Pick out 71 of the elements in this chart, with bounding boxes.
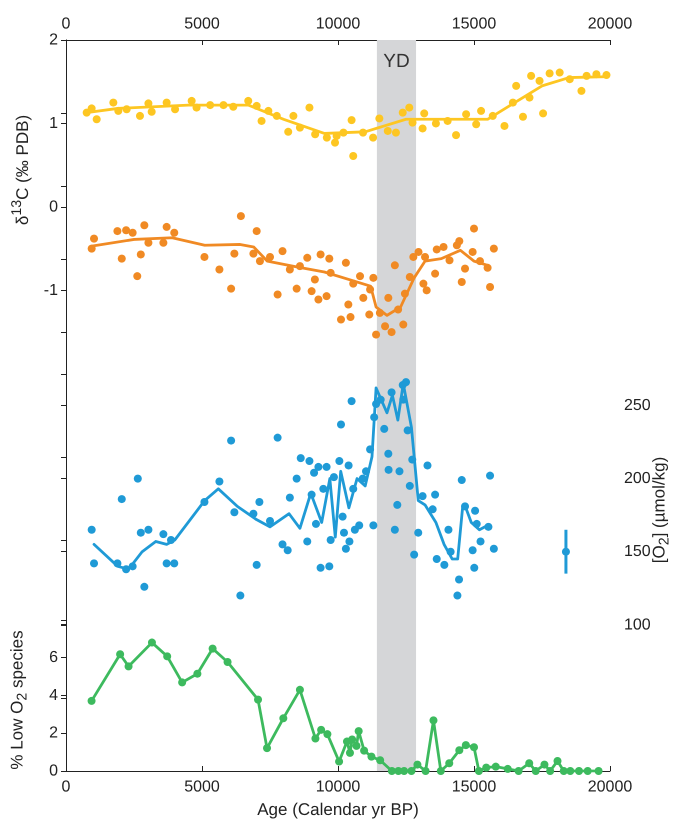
x2-tick-label: 5000 [184,16,220,32]
point [445,759,454,768]
point [532,767,540,775]
point [317,726,326,734]
point [323,730,332,738]
point [462,741,470,750]
band-label: YD [383,51,410,72]
point [296,686,304,694]
x-axis-title: Age (Calendar yr BP) [257,800,419,819]
x2-tick-label: 20000 [588,16,632,32]
y2-tick-label: 150 [624,543,651,560]
point [124,662,133,670]
x2-tick-label: 10000 [316,16,360,32]
x-tick-label: 10000 [316,778,360,796]
y-tick-label: -1 [44,282,58,299]
point [575,767,583,775]
point [436,767,445,775]
y2-tick-label: 250 [624,397,651,414]
point [594,767,603,775]
point [492,762,500,771]
point [367,752,376,761]
point [584,767,592,775]
point [88,696,96,705]
x2-tick-label: 0 [62,16,71,32]
point [546,767,554,775]
y-tick-label: 1 [49,114,58,132]
point [279,714,288,722]
point [525,759,534,768]
point [455,746,464,754]
point [388,767,396,775]
point [254,696,262,704]
point [504,764,512,773]
point [422,767,430,775]
x-tick-label: 5000 [184,778,220,796]
point [354,727,363,736]
point [193,670,202,678]
point [311,734,320,743]
x-tick-label: 0 [62,778,71,796]
point [482,764,490,772]
point [116,650,124,658]
point [348,735,356,744]
point [407,767,416,775]
point [346,748,354,757]
x-tick-label: 15000 [452,778,496,796]
point [400,767,408,775]
point [360,746,368,755]
point [163,652,172,660]
point [263,744,272,752]
point [474,767,483,775]
point [335,758,344,766]
x-tick-label: 20000 [588,778,632,796]
point [540,760,548,769]
y2-tick-label: 100 [624,616,651,634]
point [554,756,562,765]
point [376,756,384,764]
point [224,658,232,666]
point [413,760,422,769]
point [178,678,186,686]
y2-tick-label: 200 [624,470,651,488]
point [566,767,574,775]
point [470,743,478,752]
point [352,742,360,750]
y3-tick-label: 4 [49,686,58,704]
y-tick-label: 2 [49,32,58,48]
x2-tick-label: 15000 [452,16,496,32]
y-tick-label: 0 [49,198,58,216]
point [514,767,523,775]
point [208,644,217,653]
point [148,638,156,647]
y3-tick-label: 6 [49,649,58,666]
point [429,716,438,724]
